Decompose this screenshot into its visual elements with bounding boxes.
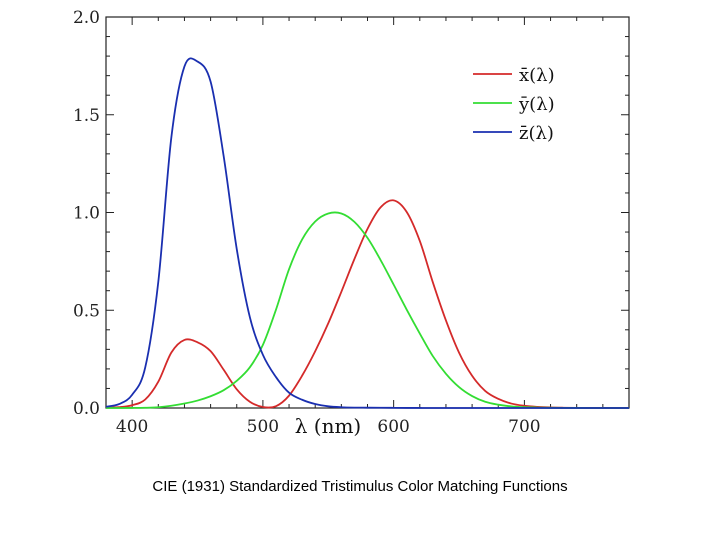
x-axis-label: λ (nm): [295, 414, 361, 438]
legend-label-1: x̄(λ): [519, 65, 555, 86]
y-tick-label: 2.0: [73, 8, 100, 28]
x-tick-label: 500: [247, 417, 279, 437]
y-tick-label: 0.0: [73, 399, 100, 419]
plot-series: [105, 57, 630, 409]
y-axis: 0.0 0.5 1.0 1.5 2.0: [73, 8, 629, 419]
figure-caption: CIE (1931) Standardized Tristimulus Colo…: [152, 478, 568, 495]
x-tick-label: 400: [116, 417, 148, 437]
legend-label-3: z̄(λ): [519, 123, 554, 144]
series-line-2: [105, 211, 629, 409]
x-axis: 400 500 600 700: [105, 17, 630, 437]
y-tick-label: 0.5: [73, 301, 100, 321]
series-line-1: [105, 199, 630, 409]
y-tick-label: 1.0: [73, 204, 100, 224]
series-line-3: [105, 57, 629, 409]
x-tick-label: 700: [508, 417, 540, 437]
legend: x̄(λ) ȳ(λ) z̄(λ): [473, 65, 555, 144]
chart: 0.0 0.5 1.0 1.5 2.0 400 500 600 700 λ (nm) x̄(λ…: [73, 8, 630, 438]
legend-label-2: ȳ(λ): [518, 94, 555, 115]
y-tick-label: 1.5: [73, 106, 100, 126]
x-tick-label: 600: [377, 417, 409, 437]
